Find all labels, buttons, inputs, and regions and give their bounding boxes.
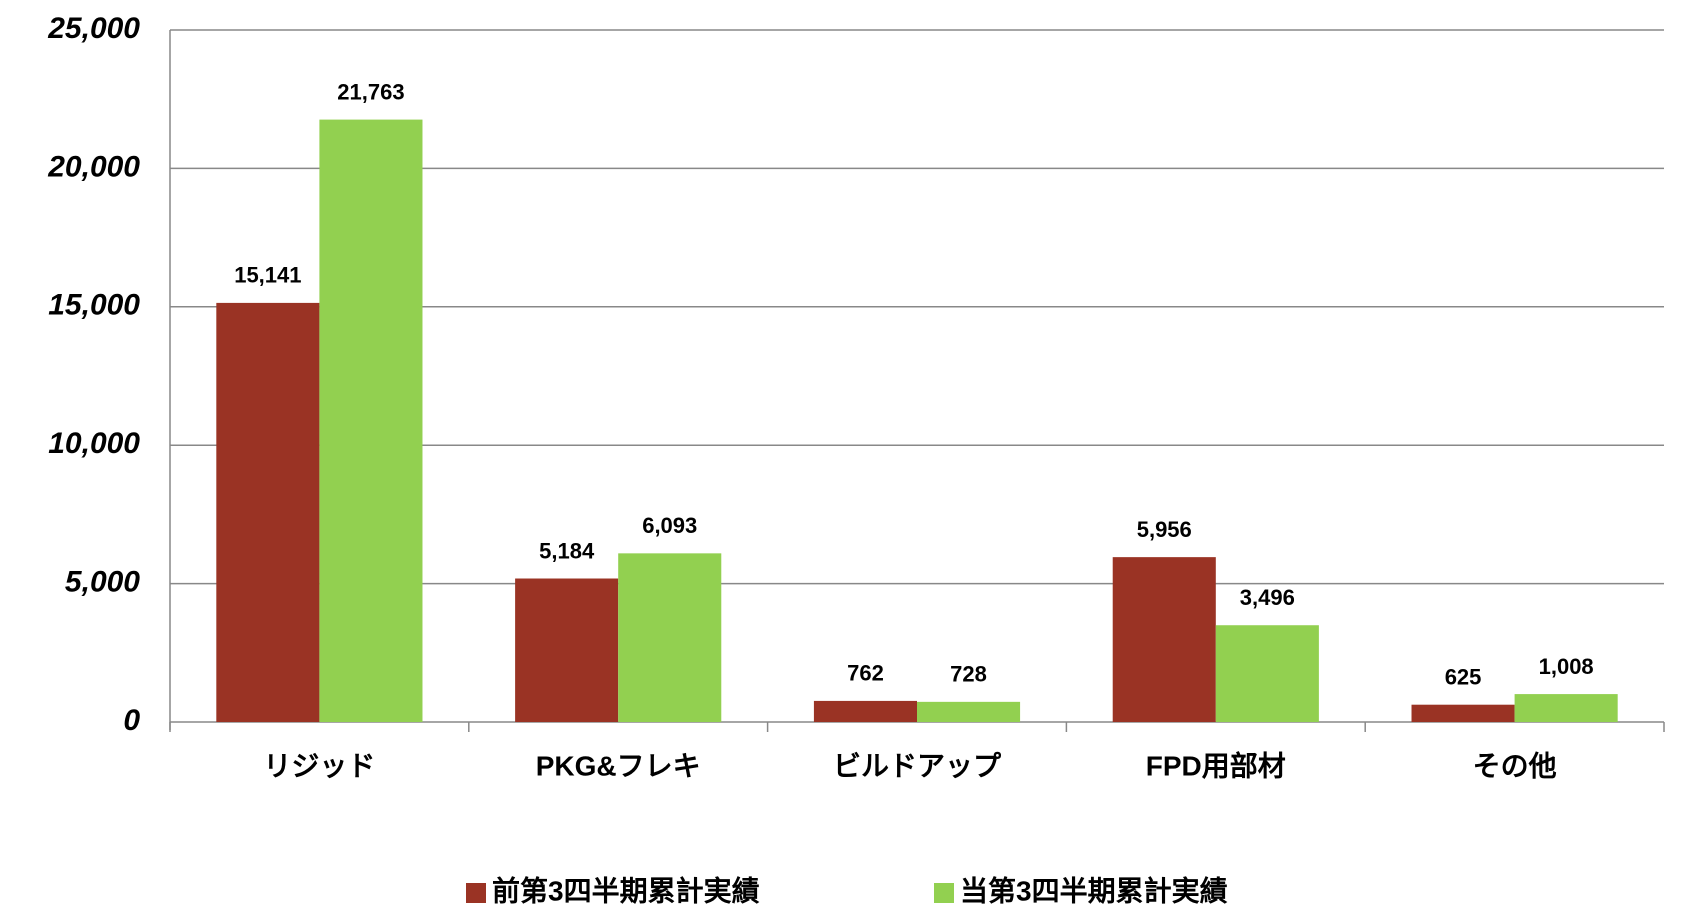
x-tick-label: PKG&フレキ — [536, 750, 701, 781]
value-label: 1,008 — [1539, 654, 1594, 679]
legend-label: 当第3四半期累計実績 — [960, 874, 1228, 906]
y-tick-label: 5,000 — [65, 566, 140, 599]
value-label: 6,093 — [642, 513, 697, 538]
x-tick-label: FPD用部材 — [1146, 750, 1286, 781]
x-tick-label: ビルドアップ — [833, 750, 1002, 781]
legend-label: 前第3四半期累計実績 — [492, 874, 760, 906]
y-tick-label: 20,000 — [47, 150, 140, 183]
bar — [917, 701, 1021, 722]
value-label: 5,956 — [1137, 517, 1192, 542]
value-label: 15,141 — [234, 263, 301, 288]
legend-swatch — [466, 883, 486, 903]
bar — [216, 302, 320, 722]
bar — [515, 578, 619, 722]
bar — [319, 119, 423, 722]
y-tick-label: 0 — [123, 704, 140, 737]
bar — [1112, 557, 1216, 722]
value-label: 21,763 — [337, 79, 404, 104]
legend-swatch — [934, 883, 954, 903]
value-label: 3,496 — [1240, 585, 1295, 610]
bar — [1514, 694, 1618, 722]
bar — [1215, 625, 1319, 722]
bar — [618, 553, 722, 722]
x-tick-label: リジッド — [263, 750, 375, 781]
x-tick-label: その他 — [1473, 750, 1557, 781]
y-tick-label: 10,000 — [48, 427, 140, 460]
value-label: 5,184 — [539, 538, 595, 563]
y-tick-label: 25,000 — [47, 12, 140, 45]
value-label: 762 — [847, 661, 884, 686]
value-label: 728 — [950, 662, 987, 687]
y-tick-label: 15,000 — [48, 289, 140, 322]
bar — [1411, 704, 1515, 722]
bar — [813, 700, 917, 722]
value-label: 625 — [1445, 665, 1482, 690]
